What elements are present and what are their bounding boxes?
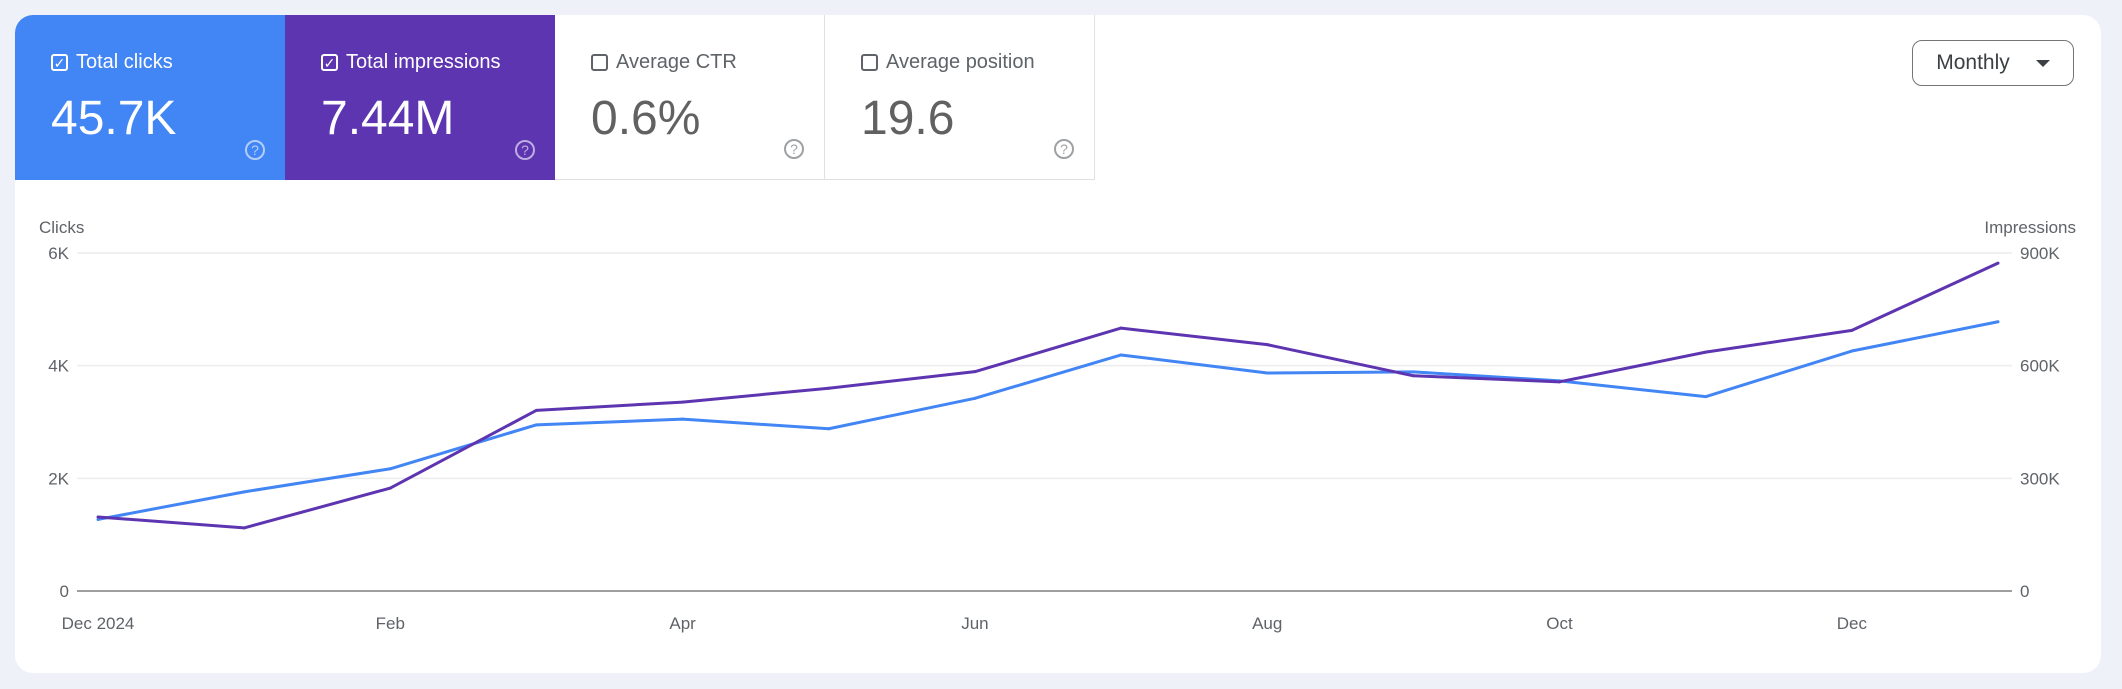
data-point-clicks	[827, 427, 831, 431]
checkbox-empty-icon[interactable]	[861, 54, 878, 71]
granularity-dropdown[interactable]: Monthly	[1912, 40, 2074, 86]
data-point-impressions	[388, 486, 392, 490]
y-left-tick-label: 4K	[48, 357, 69, 376]
data-point-impressions	[1119, 326, 1123, 330]
data-point-impressions	[973, 370, 977, 374]
data-point-impressions	[681, 400, 685, 404]
data-point-impressions	[242, 526, 246, 530]
checkbox-checked-icon[interactable]: ✓	[51, 54, 68, 71]
data-point-impressions	[1704, 350, 1708, 354]
data-point-clicks	[534, 423, 538, 427]
data-point-clicks	[681, 417, 685, 421]
metric-label: Average CTR	[616, 51, 737, 73]
data-point-impressions	[534, 408, 538, 412]
y-right-axis-label: Impressions	[1984, 218, 2076, 237]
data-point-clicks	[388, 467, 392, 471]
x-tick-label: Dec 2024	[62, 614, 135, 633]
help-circle-icon[interactable]: ?	[784, 139, 804, 159]
y-left-tick-label: 0	[60, 582, 69, 601]
x-tick-label: Aug	[1252, 614, 1282, 633]
data-point-clicks	[1119, 353, 1123, 357]
granularity-value: Monthly	[1936, 51, 2010, 74]
x-tick-label: Dec	[1837, 614, 1868, 633]
x-tick-label: Apr	[669, 614, 696, 633]
data-point-impressions	[1411, 374, 1415, 378]
x-tick-label: Oct	[1546, 614, 1573, 633]
data-point-clicks	[1996, 320, 2000, 324]
metric-tile-average-ctr[interactable]: Average CTR 0.6% ?	[555, 15, 825, 180]
performance-chart: Clicks Impressions 0 0 2K 300K 4K 600K 6K 900K D…	[39, 218, 2076, 633]
metric-label: Total impressions	[346, 51, 501, 73]
metric-tile-total-impressions[interactable]: ✓ Total impressions 7.44M ?	[285, 15, 555, 180]
data-point-clicks	[973, 396, 977, 400]
data-point-clicks	[1265, 371, 1269, 375]
metric-tile-total-clicks[interactable]: ✓ Total clicks 45.7K ?	[15, 15, 285, 180]
metric-value: 0.6%	[591, 92, 701, 145]
data-point-clicks	[242, 490, 246, 494]
help-circle-icon[interactable]: ?	[245, 140, 265, 160]
y-left-tick-label: 6K	[48, 244, 69, 263]
x-tick-label: Jun	[961, 614, 988, 633]
metric-label: Average position	[886, 51, 1035, 73]
help-circle-icon[interactable]: ?	[515, 140, 535, 160]
y-right-tick-label: 0	[2020, 582, 2029, 601]
y-right-tick-label: 300K	[2020, 469, 2060, 488]
data-point-clicks	[96, 517, 100, 521]
data-point-impressions	[1265, 343, 1269, 347]
checkbox-empty-icon[interactable]	[591, 54, 608, 71]
x-tick-label: Feb	[376, 614, 405, 633]
data-point-impressions	[827, 386, 831, 390]
y-right-tick-label: 600K	[2020, 357, 2060, 376]
y-left-tick-label: 2K	[48, 469, 69, 488]
series-line-clicks	[97, 320, 1999, 521]
checkbox-checked-icon[interactable]: ✓	[321, 54, 338, 71]
metric-value: 7.44M	[321, 92, 455, 145]
data-point-impressions	[1558, 380, 1562, 384]
data-point-clicks	[1850, 349, 1854, 353]
help-circle-icon[interactable]: ?	[1054, 139, 1074, 159]
data-point-clicks	[1411, 370, 1415, 374]
metric-label: Total clicks	[76, 51, 173, 73]
y-left-axis-label: Clicks	[39, 218, 84, 237]
metric-value: 45.7K	[51, 92, 177, 145]
metric-tile-average-position[interactable]: Average position 19.6 ?	[825, 15, 1095, 180]
data-point-impressions	[96, 515, 100, 519]
performance-panel: ✓ Total clicks 45.7K ? ✓ Total impressions…	[15, 15, 2101, 673]
data-point-clicks	[1704, 395, 1708, 399]
metric-value: 19.6	[861, 92, 955, 145]
series-line-impressions	[97, 261, 1999, 530]
data-point-impressions	[1850, 328, 1854, 332]
caret-down-icon	[2035, 59, 2050, 67]
data-point-impressions	[1996, 261, 2000, 265]
y-right-tick-label: 900K	[2020, 244, 2060, 263]
